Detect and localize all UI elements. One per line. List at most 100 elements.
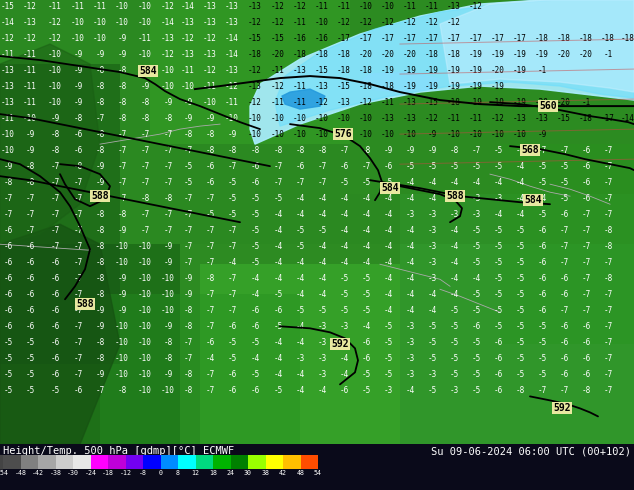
Text: -7: -7 bbox=[183, 194, 193, 203]
Text: -10: -10 bbox=[1, 130, 15, 139]
Text: -6: -6 bbox=[559, 338, 569, 347]
Text: -5: -5 bbox=[493, 306, 503, 315]
Text: -6: -6 bbox=[250, 386, 260, 395]
Text: -10: -10 bbox=[293, 114, 307, 122]
Text: -4: -4 bbox=[295, 338, 304, 347]
Text: -7: -7 bbox=[164, 130, 172, 139]
Text: -10: -10 bbox=[71, 18, 85, 26]
Text: -18: -18 bbox=[447, 98, 461, 107]
Text: -8: -8 bbox=[117, 81, 127, 91]
Text: -7: -7 bbox=[604, 194, 612, 203]
Text: -19: -19 bbox=[447, 81, 461, 91]
Text: -8: -8 bbox=[295, 146, 304, 155]
Text: -6: -6 bbox=[559, 354, 569, 363]
Text: -5: -5 bbox=[205, 210, 215, 219]
Text: -9: -9 bbox=[117, 49, 127, 58]
Text: -8: -8 bbox=[450, 146, 458, 155]
Text: -7: -7 bbox=[339, 146, 349, 155]
Text: -6: -6 bbox=[50, 370, 60, 379]
Text: -6: -6 bbox=[50, 354, 60, 363]
Text: -10: -10 bbox=[203, 98, 217, 107]
Text: -4: -4 bbox=[405, 386, 415, 395]
Text: -11: -11 bbox=[225, 98, 239, 107]
Text: -5: -5 bbox=[493, 322, 503, 331]
Text: -7: -7 bbox=[228, 306, 236, 315]
Text: -18: -18 bbox=[315, 49, 329, 58]
Bar bbox=[195, 455, 213, 469]
Text: -4: -4 bbox=[361, 226, 371, 235]
Bar bbox=[301, 455, 318, 469]
Text: -13: -13 bbox=[337, 98, 351, 107]
Text: -13: -13 bbox=[23, 18, 37, 26]
Text: -5: -5 bbox=[450, 322, 458, 331]
Text: -7: -7 bbox=[164, 162, 172, 171]
Text: -10: -10 bbox=[359, 1, 373, 10]
Text: -17: -17 bbox=[425, 33, 439, 43]
Text: -6: -6 bbox=[25, 258, 35, 267]
Text: -7: -7 bbox=[74, 226, 82, 235]
Text: -7: -7 bbox=[205, 226, 215, 235]
Text: -4: -4 bbox=[450, 258, 458, 267]
Text: -20: -20 bbox=[491, 66, 505, 74]
Text: -15: -15 bbox=[1, 1, 15, 10]
Text: -8: -8 bbox=[50, 146, 60, 155]
Text: -6: -6 bbox=[581, 146, 591, 155]
Text: -5: -5 bbox=[538, 338, 547, 347]
Text: -4: -4 bbox=[427, 178, 437, 187]
Text: -10: -10 bbox=[138, 1, 152, 10]
Text: -13: -13 bbox=[513, 114, 527, 122]
Bar bbox=[3, 455, 20, 469]
Text: -17: -17 bbox=[513, 33, 527, 43]
Text: -5: -5 bbox=[228, 178, 236, 187]
Text: -9: -9 bbox=[117, 274, 127, 283]
Text: -5: -5 bbox=[183, 162, 193, 171]
Text: -7: -7 bbox=[559, 258, 569, 267]
Polygon shape bbox=[0, 44, 100, 244]
Text: -5: -5 bbox=[515, 306, 524, 315]
Text: -7: -7 bbox=[581, 242, 591, 251]
Bar bbox=[38, 455, 56, 469]
Text: -8: -8 bbox=[25, 162, 35, 171]
Text: -7: -7 bbox=[581, 274, 591, 283]
Text: -18: -18 bbox=[337, 49, 351, 58]
Text: -8: -8 bbox=[117, 98, 127, 107]
Text: -8: -8 bbox=[164, 114, 172, 122]
Text: -15: -15 bbox=[425, 98, 439, 107]
Text: -5: -5 bbox=[515, 274, 524, 283]
Text: -9: -9 bbox=[74, 66, 82, 74]
Text: -11: -11 bbox=[23, 98, 37, 107]
Text: -4: -4 bbox=[339, 194, 349, 203]
Text: -9: -9 bbox=[117, 226, 127, 235]
Text: -8: -8 bbox=[95, 338, 105, 347]
Text: -8: -8 bbox=[183, 386, 193, 395]
Text: -4: -4 bbox=[405, 274, 415, 283]
Text: -6: -6 bbox=[3, 306, 13, 315]
Text: -7: -7 bbox=[50, 226, 60, 235]
Text: -8: -8 bbox=[205, 146, 215, 155]
Text: -4: -4 bbox=[405, 194, 415, 203]
Text: -7: -7 bbox=[295, 178, 304, 187]
Text: -7: -7 bbox=[183, 338, 193, 347]
Text: -12: -12 bbox=[271, 18, 285, 26]
Text: -4: -4 bbox=[405, 290, 415, 299]
Text: -11: -11 bbox=[315, 1, 329, 10]
Text: -8: -8 bbox=[95, 98, 105, 107]
Text: -4: -4 bbox=[318, 274, 327, 283]
Text: -3: -3 bbox=[339, 322, 349, 331]
Text: -10: -10 bbox=[138, 354, 152, 363]
Text: -1: -1 bbox=[538, 66, 547, 74]
Text: -7: -7 bbox=[228, 290, 236, 299]
Text: -7: -7 bbox=[559, 242, 569, 251]
Text: -12: -12 bbox=[337, 18, 351, 26]
Text: -10: -10 bbox=[93, 18, 107, 26]
Text: -4: -4 bbox=[515, 146, 524, 155]
Text: -7: -7 bbox=[228, 274, 236, 283]
Text: -5: -5 bbox=[250, 370, 260, 379]
Text: -5: -5 bbox=[250, 194, 260, 203]
Bar bbox=[500, 144, 634, 344]
Text: -11: -11 bbox=[293, 18, 307, 26]
Text: -10: -10 bbox=[138, 242, 152, 251]
Text: -4: -4 bbox=[273, 210, 283, 219]
Text: -5: -5 bbox=[538, 322, 547, 331]
Text: -18: -18 bbox=[102, 470, 114, 476]
